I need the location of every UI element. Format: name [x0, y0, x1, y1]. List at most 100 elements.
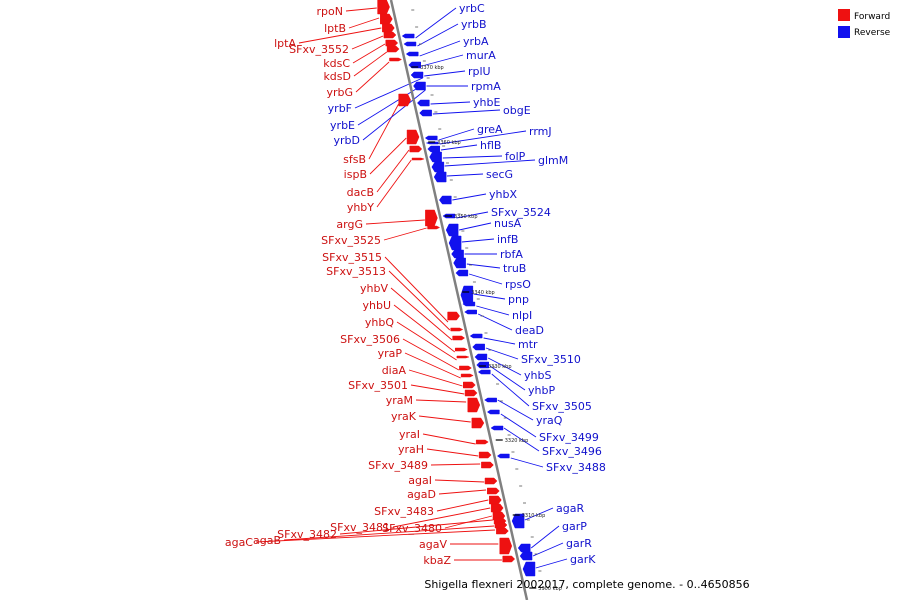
- reverse-gene-label-rbfa: rbfA: [500, 248, 523, 261]
- leader-yrbf: [354, 77, 423, 109]
- genome-caption: Shigella flexneri 2002017, complete geno…: [424, 578, 749, 591]
- forward-gene-label-lpta: lptA: [274, 37, 296, 50]
- leader-nlpi: [476, 305, 510, 316]
- forward-gene-label-agab: agaB: [253, 534, 281, 547]
- legend-swatch-reverse: [838, 26, 850, 38]
- leader-sfxv-3482: [339, 519, 493, 535]
- forward-gene-label-agad: agaD: [407, 488, 436, 501]
- reverse-gene-label-mtr: mtr: [518, 338, 538, 351]
- forward-gene-label-sfxv-3482: SFxv_3482: [277, 528, 337, 541]
- leader-yhbp: [489, 365, 526, 391]
- leader-yrbd: [362, 89, 426, 141]
- leader-yrbb: [417, 23, 459, 47]
- forward-gene-label-sfxv-3552: SFxv_3552: [289, 43, 349, 56]
- leader-rplu: [424, 70, 466, 77]
- forward-feature-sfxv-3525: [427, 225, 441, 230]
- gene-features: [377, 0, 536, 577]
- kbp-label-7: 3300 kbp: [538, 586, 562, 592]
- leader-trub: [466, 263, 501, 269]
- legend-label-reverse: Reverse: [854, 28, 891, 38]
- reverse-feature-nlpi: [462, 301, 476, 307]
- reverse-gene-label-sfxv-3505: SFxv_3505: [532, 400, 592, 413]
- reverse-gene-label-secg: secG: [486, 168, 513, 181]
- leader-pnp: [473, 293, 506, 300]
- reverse-feature-obge: [419, 109, 432, 117]
- leader-yrah: [426, 448, 479, 457]
- forward-gene-label-sfxv-3480: SFxv_3480: [382, 522, 442, 535]
- leader-ispb: [369, 137, 407, 175]
- side-gene-label-yrbd: yrbD: [334, 134, 361, 147]
- leader-yhby: [376, 159, 412, 208]
- leader-rpon: [345, 7, 377, 12]
- reverse-feature-yrbc: [401, 33, 415, 39]
- reverse-gene-label-yhbp: yhbP: [528, 384, 555, 397]
- kbp-label-1: 3360 kbp: [437, 140, 461, 146]
- leader-secg: [446, 173, 484, 177]
- kbp-label-0: 3370 kbp: [420, 65, 444, 71]
- forward-gene-label-yrai: yraI: [399, 428, 420, 441]
- forward-gene-label-agai: agaI: [408, 474, 432, 487]
- reverse-feature-yraq: [484, 397, 497, 403]
- leader-yhbx: [452, 193, 487, 201]
- reverse-gene-label-mura: murA: [466, 49, 496, 62]
- genome-axis: [389, 0, 529, 600]
- reverse-feature-yhbe: [416, 99, 430, 107]
- legend-swatch-forward: [838, 9, 850, 21]
- forward-gene-label-yhby: yhbY: [347, 201, 374, 214]
- reverse-feature-rpma: [413, 81, 426, 91]
- side-gene-label-yrbf: yrbF: [328, 102, 352, 115]
- forward-gene-label-argg: argG: [336, 218, 363, 231]
- reverse-gene-label-agar: agaR: [556, 502, 584, 515]
- reverse-feature-yhbp: [476, 361, 489, 369]
- leader-argg: [365, 219, 425, 225]
- forward-feature-agav: [499, 537, 513, 555]
- forward-gene-label-sfxv-3489: SFxv_3489: [368, 459, 428, 472]
- side-gene-label-yrbe: yrbE: [330, 119, 355, 132]
- leader-yhbe: [430, 101, 471, 105]
- forward-feature-ispb: [406, 129, 420, 145]
- leader-lpta: [298, 27, 382, 44]
- leader-infb: [461, 238, 495, 243]
- reverse-feature-rpso: [455, 269, 469, 277]
- leader-mtr: [483, 337, 516, 345]
- reverse-gene-label-yrba: yrbA: [463, 35, 489, 48]
- leader-sfxv-3513: [388, 270, 451, 331]
- forward-gene-label-yhbq: yhbQ: [365, 316, 394, 329]
- forward-gene-label-yrap: yraP: [378, 347, 403, 360]
- reverse-gene-label-dead: deaD: [515, 324, 544, 337]
- reverse-gene-label-infb: infB: [497, 233, 518, 246]
- forward-gene-label-rpon: rpoN: [317, 5, 343, 18]
- leader-sfxv-3488: [510, 457, 544, 468]
- kbp-label-6: 3310 kbp: [522, 513, 546, 519]
- reverse-gene-label-rpma: rpmA: [471, 80, 501, 93]
- reverse-gene-label-folp: folP: [505, 150, 526, 163]
- leader-yhbu: [393, 304, 456, 353]
- forward-gene-label-kbaz: kbaZ: [423, 554, 451, 567]
- leader-yhbq: [396, 321, 457, 361]
- leader-folp: [442, 155, 503, 159]
- forward-feature-yrah: [478, 451, 492, 459]
- forward-feature-lpta: [382, 23, 395, 33]
- reverse-feature-agar: [511, 513, 525, 529]
- reverse-feature-yrba: [405, 51, 419, 57]
- reverse-feature-yhbs: [474, 353, 488, 361]
- reverse-gene-label-yhbx: yhbX: [489, 188, 517, 201]
- leader-sfxv-3481: [392, 507, 491, 528]
- reverse-gene-label-pnp: pnp: [508, 293, 529, 306]
- forward-gene-label-dacb: dacB: [347, 186, 374, 199]
- reverse-gene-label-sfxv-3510: SFxv_3510: [521, 353, 581, 366]
- reverse-gene-label-yraq: yraQ: [536, 414, 563, 427]
- reverse-feature-trub: [453, 257, 466, 269]
- reverse-feature-sfxv-3505: [477, 369, 491, 375]
- reverse-feature-mtr: [469, 333, 483, 339]
- reverse-gene-label-rplu: rplU: [468, 65, 491, 78]
- leader-garp: [530, 525, 560, 549]
- forward-gene-label-agav: agaV: [419, 538, 447, 551]
- forward-feature-sfxv-3552: [383, 31, 397, 39]
- forward-gene-label-sfxv-3506: SFxv_3506: [340, 333, 400, 346]
- reverse-gene-label-yrbb: yrbB: [461, 18, 487, 31]
- legend-label-forward: Forward: [854, 12, 890, 22]
- reverse-feature-garr: [519, 551, 533, 561]
- forward-gene-label-yram: yraM: [386, 394, 413, 407]
- reverse-gene-label-yhbs: yhbS: [524, 369, 551, 382]
